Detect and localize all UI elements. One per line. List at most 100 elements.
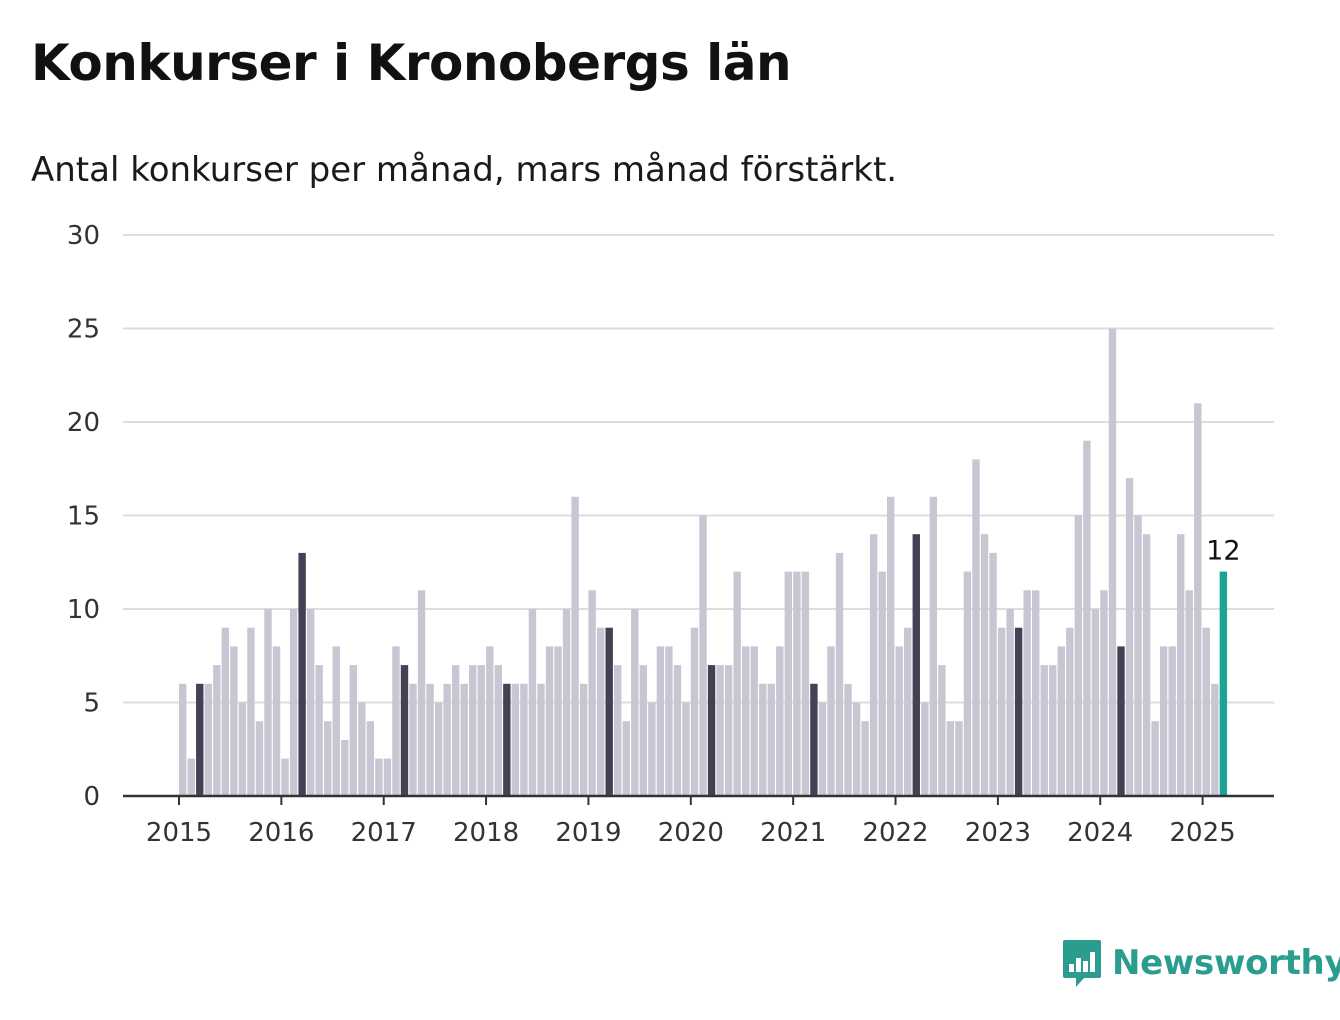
x-tick-label: 2024 bbox=[1067, 818, 1133, 848]
bar bbox=[451, 665, 460, 796]
bar bbox=[716, 665, 724, 796]
x-tick-label: 2021 bbox=[760, 818, 826, 848]
x-tick-label: 2018 bbox=[453, 818, 519, 848]
bar bbox=[801, 571, 810, 796]
bar bbox=[886, 496, 895, 796]
bar bbox=[827, 646, 835, 796]
bar bbox=[179, 683, 187, 796]
bar bbox=[1125, 478, 1134, 796]
bar bbox=[724, 665, 733, 796]
bar bbox=[1057, 646, 1065, 796]
bar bbox=[1185, 590, 1193, 796]
bar bbox=[417, 590, 426, 796]
brand-name: Newsworthy bbox=[1112, 943, 1340, 983]
bar bbox=[767, 683, 775, 796]
bar bbox=[409, 683, 417, 796]
x-tick-label: 2023 bbox=[965, 818, 1031, 848]
x-tick-label: 2017 bbox=[351, 818, 417, 848]
bar bbox=[1091, 609, 1100, 796]
bar bbox=[255, 721, 264, 796]
bar bbox=[341, 739, 349, 796]
bar bbox=[904, 627, 912, 796]
bar bbox=[324, 721, 332, 796]
bar bbox=[366, 721, 375, 796]
bar bbox=[1142, 534, 1151, 796]
bar bbox=[639, 665, 648, 796]
bar bbox=[895, 646, 903, 796]
bar bbox=[1168, 646, 1176, 796]
bar bbox=[392, 646, 400, 796]
bar bbox=[1049, 665, 1057, 796]
bar bbox=[554, 646, 562, 796]
bar bbox=[1159, 646, 1168, 796]
bar bbox=[912, 534, 920, 796]
bar bbox=[631, 609, 639, 796]
bar bbox=[972, 459, 980, 796]
bar bbox=[230, 646, 238, 796]
x-tick-label: 2025 bbox=[1170, 818, 1236, 848]
bar bbox=[929, 496, 938, 796]
bar bbox=[793, 571, 801, 796]
brand-logo: Newsworthy bbox=[1062, 938, 1340, 988]
bar bbox=[579, 683, 588, 796]
x-axis-ticks: 2015 2016 2017 2018 2019 2020 2021 2022 2023 2024… bbox=[146, 796, 1236, 848]
bar bbox=[221, 627, 230, 796]
x-tick-label: 2022 bbox=[862, 818, 928, 848]
bar bbox=[946, 721, 955, 796]
bar bbox=[750, 646, 758, 796]
bar bbox=[571, 496, 579, 796]
bar bbox=[1211, 683, 1219, 796]
bar bbox=[503, 683, 511, 796]
bar bbox=[315, 665, 323, 796]
bar bbox=[682, 702, 690, 796]
data-labels: 12 bbox=[1206, 536, 1240, 567]
bar bbox=[605, 627, 613, 796]
bar bbox=[955, 721, 963, 796]
bar bbox=[247, 627, 255, 796]
bar bbox=[1014, 627, 1023, 796]
bar bbox=[204, 683, 212, 796]
bar bbox=[434, 702, 443, 796]
bar bbox=[358, 702, 366, 796]
bar bbox=[477, 665, 485, 796]
y-tick-label: 15 bbox=[67, 502, 100, 532]
bar bbox=[878, 571, 886, 796]
bar bbox=[733, 571, 741, 796]
bar bbox=[400, 665, 409, 796]
bar bbox=[759, 683, 767, 796]
bar-chart-speech-bubble-icon bbox=[1063, 940, 1101, 987]
bar bbox=[511, 683, 520, 796]
bar bbox=[1194, 403, 1202, 796]
bar bbox=[383, 758, 392, 796]
bar bbox=[784, 571, 793, 796]
bar bbox=[997, 627, 1006, 796]
bar bbox=[1219, 571, 1228, 796]
bar bbox=[289, 609, 298, 796]
y-axis-ticks: 0 5 10 15 20 25 30 bbox=[67, 221, 100, 812]
bar bbox=[486, 646, 494, 796]
bar bbox=[835, 552, 844, 796]
bar bbox=[596, 627, 605, 796]
bar bbox=[869, 534, 878, 796]
chart-subtitle: Antal konkurser per månad, mars månad fö… bbox=[31, 150, 898, 190]
x-tick-label: 2015 bbox=[146, 818, 212, 848]
grid-lines bbox=[123, 234, 1274, 704]
bar bbox=[1074, 515, 1083, 796]
bar bbox=[622, 721, 630, 796]
bar bbox=[349, 665, 357, 796]
bar bbox=[1134, 515, 1142, 796]
bar bbox=[673, 665, 682, 796]
bar bbox=[272, 646, 281, 796]
bar bbox=[844, 683, 852, 796]
y-tick-label: 30 bbox=[67, 221, 100, 251]
bar bbox=[1040, 665, 1048, 796]
bar bbox=[460, 683, 468, 796]
bar bbox=[656, 646, 665, 796]
bar bbox=[980, 534, 989, 796]
bar bbox=[588, 590, 596, 796]
x-tick-label: 2019 bbox=[555, 818, 621, 848]
bar bbox=[1023, 590, 1031, 796]
bar bbox=[187, 758, 195, 796]
y-tick-label: 0 bbox=[83, 782, 100, 812]
